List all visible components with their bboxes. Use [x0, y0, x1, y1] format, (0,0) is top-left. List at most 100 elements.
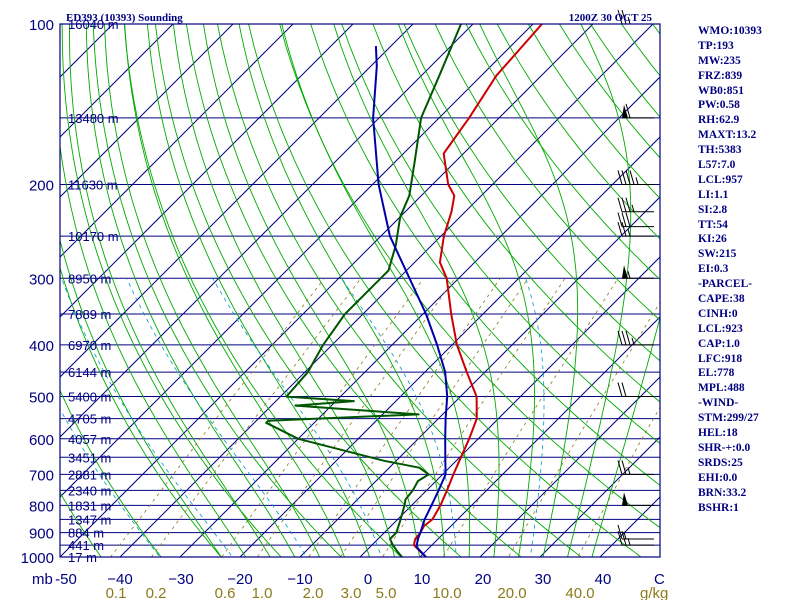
dry-adiabat — [217, 24, 582, 557]
index-item: L57:7.0 — [698, 159, 736, 172]
isotherm — [179, 76, 660, 557]
mixing-ratio-line — [507, 301, 660, 557]
pressure-label: 1000 — [21, 550, 54, 567]
dry-adiabat — [403, 24, 660, 362]
pressure-label: 300 — [29, 271, 54, 288]
index-item: CAPE:38 — [698, 293, 745, 306]
moist-reference-line — [212, 278, 382, 557]
pressure-label: 600 — [29, 432, 54, 449]
isotherm — [60, 24, 354, 318]
isotherm — [539, 436, 660, 557]
isotherm — [60, 24, 234, 198]
isotherm — [60, 24, 414, 378]
wind-barb — [622, 265, 654, 279]
index-item: MPL:488 — [698, 382, 745, 395]
height-label: 11630 m — [68, 177, 118, 192]
wind-barb — [617, 382, 654, 398]
temperature-label: 40 — [595, 571, 612, 588]
parcel-profile — [372, 46, 449, 557]
wind-barb — [617, 170, 654, 185]
temperature-label: 0 — [364, 571, 372, 588]
isotherm — [60, 24, 594, 557]
dry-adiabat — [61, 24, 282, 557]
isotherm — [299, 196, 660, 557]
index-item: LCL:957 — [698, 173, 743, 186]
mixing-ratio-line — [381, 278, 566, 557]
index-item: BSHR:1 — [698, 501, 739, 514]
moist-adiabat — [479, 24, 579, 557]
index-item: EHI:0.0 — [698, 471, 738, 484]
temperature-label: 10 — [414, 571, 431, 588]
index-item: SHR-+:0.0 — [698, 441, 751, 454]
dry-adiabat — [154, 24, 462, 557]
height-label: 1347 m — [68, 512, 111, 527]
moist-adiabat — [567, 24, 632, 557]
dry-adiabat — [310, 24, 660, 486]
height-label: 2340 m — [68, 483, 111, 498]
mixing-ratio-label: 3.0 — [341, 585, 362, 600]
mixing-ratio-label: 1.0 — [252, 585, 273, 600]
indices-panel: WMO:10393 TP:193 MW:235 FRZ:839 WB0:851 PW:0.… — [698, 24, 798, 515]
index-item: -PARCEL- — [698, 278, 753, 291]
sounding-time: 1200Z 30 OCT 25 — [569, 12, 653, 24]
mixing-ratio-label: 0.1 — [106, 585, 127, 600]
moist-adiabat — [60, 238, 222, 557]
mixing-ratio-line — [308, 278, 501, 557]
isotherm — [60, 24, 174, 138]
moist-adiabat — [203, 24, 420, 557]
height-label: 6970 m — [68, 338, 111, 353]
mixing-ratio-label: 40.0 — [565, 585, 594, 600]
wind-barb — [617, 221, 654, 237]
mixing-ratio-label: 0.2 — [146, 585, 167, 600]
mixing-ratio-line — [150, 278, 362, 557]
temperature-label: 30 — [535, 571, 552, 588]
isotherm — [60, 24, 534, 498]
station-title: ED393 (10393) Sounding — [66, 12, 183, 24]
mixing-ratio-line — [577, 406, 660, 557]
pressure-label: 800 — [29, 498, 54, 515]
temperature-label: −10 — [287, 571, 312, 588]
index-item: SI:2.8 — [698, 203, 728, 216]
index-item: TP:193 — [698, 39, 734, 52]
plot-frame — [59, 23, 661, 558]
moist-adiabat — [172, 24, 395, 557]
moist-adiabat — [85, 24, 296, 557]
dry-adiabat — [341, 24, 660, 445]
moist-adiabat — [104, 24, 321, 557]
dry-adiabat — [60, 491, 102, 557]
mixing-ratio-line — [256, 278, 456, 557]
height-label: 441 m — [68, 538, 104, 553]
index-item: TT:54 — [698, 218, 728, 231]
index-item: LCL:923 — [698, 322, 743, 335]
background-lines — [0, 0, 660, 579]
pressure-label: 100 — [29, 17, 54, 34]
mixing-ratio-line — [110, 278, 325, 557]
pressure-label: 200 — [29, 177, 54, 194]
mixing-ratio-label: 0.6 — [215, 585, 236, 600]
index-item: HEL:18 — [698, 427, 738, 440]
height-label: 8950 m — [68, 271, 111, 286]
height-label: 884 m — [68, 526, 104, 541]
height-label: 5400 m — [68, 390, 111, 405]
index-item: SW:215 — [698, 248, 737, 261]
temperature-label: 20 — [475, 571, 492, 588]
moist-reference-line — [525, 278, 545, 557]
height-label: 6144 m — [68, 365, 111, 380]
mixing-ratio-label: 5.0 — [376, 585, 397, 600]
dry-adiabat — [465, 24, 660, 281]
dry-adiabat — [0, 24, 48, 568]
isotherm — [0, 0, 45, 579]
index-item: STM:299/27 — [698, 412, 759, 425]
index-item: BRN:33.2 — [698, 486, 747, 499]
index-item: CAP:1.0 — [698, 337, 740, 350]
dry-adiabat — [92, 24, 342, 557]
index-item: TH:5383 — [698, 144, 742, 157]
moist-adiabat — [281, 24, 471, 557]
index-item: PW:0.58 — [698, 99, 740, 112]
temperature-profile — [412, 24, 543, 557]
isotherm — [60, 24, 294, 258]
moist-adiabat — [60, 142, 247, 557]
moist-adiabat — [69, 24, 271, 557]
index-item: CINH:0 — [698, 307, 738, 320]
